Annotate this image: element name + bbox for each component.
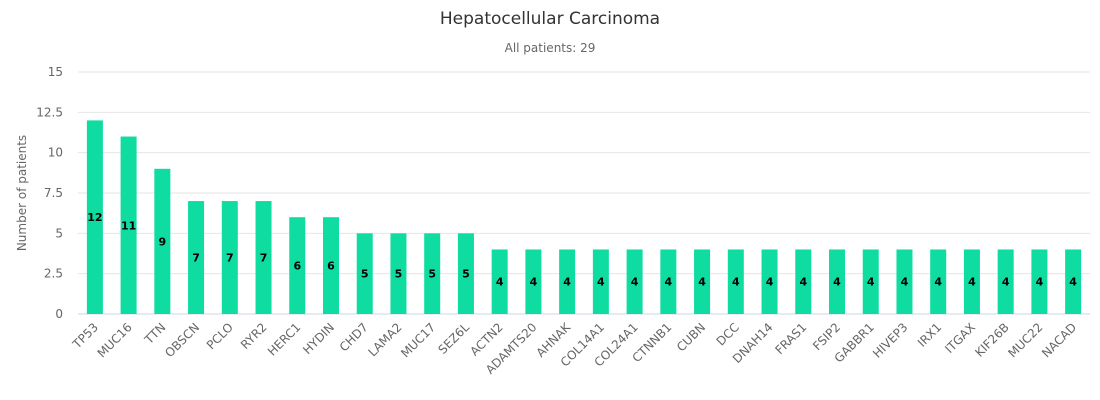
bar[interactable] [188, 201, 205, 314]
bar-value-label: 4 [867, 276, 875, 289]
y-tick-label: 5 [55, 226, 63, 240]
bar[interactable] [424, 233, 441, 314]
bar-value-label: 7 [226, 252, 234, 265]
y-tick-label: 0 [55, 307, 63, 321]
bar-value-label: 4 [1069, 276, 1077, 289]
x-tick-label: HIVEP3 [870, 320, 910, 360]
x-tick-label: RYR2 [238, 320, 270, 352]
bar[interactable] [559, 249, 576, 314]
x-tick-label: MUC22 [1005, 320, 1045, 360]
y-tick-label: 15 [48, 65, 63, 79]
data-labels: 12 11 9 7 7 7 6 6 5 5 5 5 4 4 4 4 4 4 4 4 4 4 4 4 4 4 4 4 4 4 [87, 211, 1077, 289]
bar-value-label: 4 [698, 276, 706, 289]
bar[interactable] [829, 249, 845, 314]
y-tick-label: 7.5 [44, 186, 63, 200]
bar[interactable] [491, 249, 508, 314]
bar[interactable] [896, 249, 913, 314]
bar-value-label: 4 [665, 276, 673, 289]
bar[interactable] [255, 201, 272, 314]
bar[interactable] [525, 249, 542, 314]
bar[interactable] [795, 249, 812, 314]
y-tick-label: 10 [48, 146, 63, 160]
bar-value-label: 4 [563, 276, 571, 289]
bar-value-label: 12 [87, 211, 102, 224]
x-tick-label: LAMA2 [365, 320, 404, 359]
bar-value-label: 6 [327, 260, 335, 273]
bar[interactable] [1065, 249, 1082, 314]
bar[interactable] [930, 249, 947, 314]
x-tick-label: HYDIN [300, 320, 337, 357]
x-tick-label: DCC [714, 320, 742, 348]
x-tick-label: PCLO [204, 320, 236, 352]
bar-value-label: 7 [192, 252, 200, 265]
bar[interactable] [997, 249, 1014, 314]
x-tick-label: NACAD [1039, 320, 1079, 360]
bar[interactable] [457, 233, 474, 314]
bar-value-label: 4 [766, 276, 774, 289]
x-tick-label: KIF26B [972, 320, 1011, 359]
bar-value-label: 5 [395, 268, 403, 281]
x-tick-label: SEZ6L [435, 320, 472, 357]
x-tick-label: IRX1 [915, 320, 945, 350]
bar-value-label: 4 [1002, 276, 1010, 289]
bar-value-label: 4 [901, 276, 909, 289]
chart-title: Hepatocellular Carcinoma [440, 9, 660, 29]
x-tick-label: TP53 [69, 320, 101, 352]
bar[interactable] [289, 217, 306, 314]
bar[interactable] [86, 120, 103, 315]
bar[interactable] [626, 249, 643, 314]
bars [86, 120, 1082, 315]
bar[interactable] [727, 249, 744, 314]
bar-value-label: 4 [631, 276, 639, 289]
y-axis-label: Number of patients [15, 135, 29, 251]
bar-value-label: 4 [496, 276, 504, 289]
bar-value-label: 9 [159, 235, 167, 248]
bar-value-label: 4 [530, 276, 538, 289]
bar[interactable] [154, 168, 171, 314]
bar[interactable] [660, 249, 677, 314]
bar-value-label: 4 [934, 276, 942, 289]
bar[interactable] [356, 233, 373, 314]
bar-value-label: 4 [732, 276, 740, 289]
x-tick-label: MUC16 [95, 320, 135, 360]
bar-value-label: 4 [968, 276, 976, 289]
bar-value-label: 4 [597, 276, 605, 289]
bar-value-label: 4 [833, 276, 841, 289]
bar-value-label: 11 [121, 219, 136, 232]
bar[interactable] [1031, 249, 1048, 314]
y-tick-label: 2.5 [44, 267, 63, 281]
y-axis-ticks: 0 2.5 5 7.5 10 12.5 15 [36, 65, 63, 321]
chart-subtitle: All patients: 29 [505, 41, 596, 55]
bar[interactable] [761, 249, 778, 314]
bar[interactable] [120, 136, 137, 314]
bar[interactable] [963, 249, 980, 314]
bar-value-label: 4 [799, 276, 807, 289]
bar[interactable] [390, 233, 407, 314]
x-tick-label: MUC17 [398, 320, 438, 360]
y-tick-label: 12.5 [36, 105, 63, 119]
bar-value-label: 5 [361, 268, 369, 281]
bar[interactable] [592, 249, 609, 314]
bar-value-label: 7 [260, 252, 268, 265]
x-tick-label: TTN [141, 320, 168, 347]
bar[interactable] [221, 201, 238, 314]
x-tick-label: HERC1 [265, 320, 303, 358]
bar-value-label: 5 [462, 268, 470, 281]
bar-value-label: 6 [293, 260, 301, 273]
bar[interactable] [323, 217, 339, 314]
x-tick-label: CUBN [674, 320, 708, 354]
bar[interactable] [694, 249, 711, 314]
x-tick-label: OBSCN [162, 320, 202, 360]
grid-lines [78, 71, 1090, 315]
bar-value-label: 4 [1036, 276, 1044, 289]
bar[interactable] [862, 249, 879, 314]
x-tick-label: FRAS1 [772, 320, 809, 357]
bar-value-label: 5 [428, 268, 436, 281]
